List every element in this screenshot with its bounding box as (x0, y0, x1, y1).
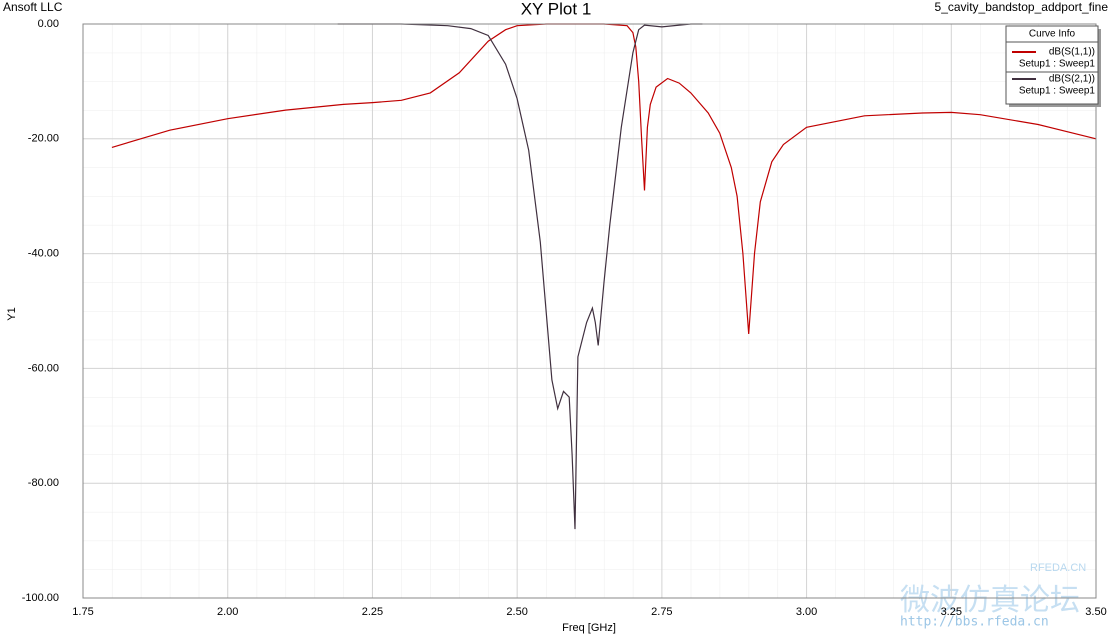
legend-label: dB(S(2,1)) (1049, 74, 1095, 85)
series-line (111, 23, 1097, 335)
y-tick-label: -100.00 (22, 592, 59, 604)
design-name: 5_cavity_bandstop_addport_fine (935, 0, 1109, 14)
legend-solution: Setup1 : Sweep1 (1019, 86, 1096, 97)
plot-frame (82, 23, 1097, 599)
legend-box (1005, 25, 1099, 105)
x-tick-label: 2.50 (506, 606, 527, 618)
y-tick-label: -60.00 (28, 362, 59, 374)
watermark-site: RFEDA.CN (1030, 562, 1086, 574)
company: Ansoft LLC (3, 0, 63, 14)
x-tick-label: 1.75 (72, 606, 93, 618)
watermark-chinese: 微波仿真论坛 (900, 584, 1080, 617)
series-line (337, 23, 703, 530)
legend-solution: Setup1 : Sweep1 (1019, 59, 1096, 70)
x-tick-label: 2.25 (362, 606, 383, 618)
y-tick-label: -20.00 (28, 133, 59, 145)
legend-title: Curve Info (1029, 29, 1076, 40)
x-tick-label: 3.00 (796, 606, 817, 618)
x-tick-label: 2.00 (217, 606, 238, 618)
x-axis-label: Freq [GHz] (562, 622, 616, 634)
x-tick-label: 2.75 (651, 606, 672, 618)
x-tick-label: 3.50 (1085, 606, 1106, 618)
y-axis-label: Y1 (6, 307, 18, 320)
watermark-url: http://bbs.rfeda.cn (900, 615, 1049, 630)
y-tick-label: -40.00 (28, 248, 59, 260)
chart-title: XY Plot 1 (521, 0, 592, 18)
legend-label: dB(S(1,1)) (1049, 47, 1095, 58)
minor-grid (83, 24, 1096, 598)
y-tick-label: 0.00 (38, 18, 59, 30)
x-tick-label: 3.25 (941, 606, 962, 618)
y-tick-label: -80.00 (28, 477, 59, 489)
